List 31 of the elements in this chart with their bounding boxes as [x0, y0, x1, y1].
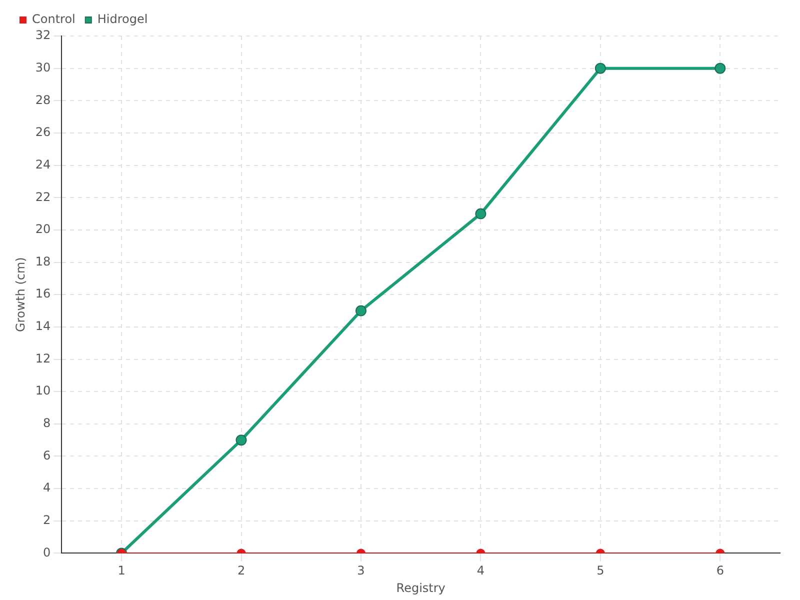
- y-tick-label: 6: [43, 448, 51, 462]
- point: [355, 305, 366, 316]
- y-tick-label: 16: [35, 286, 51, 301]
- x-tick-label: 5: [596, 564, 604, 578]
- point: [475, 208, 486, 220]
- x-tick-label: 2: [237, 564, 246, 578]
- x-tick-label: 4: [476, 564, 485, 578]
- y-tick-label: 12: [35, 351, 51, 366]
- legend-label: Hidrogel: [97, 12, 148, 26]
- y-tick-label: 10: [35, 384, 51, 398]
- y-tick-label: 32: [35, 28, 51, 42]
- y-tick-label: 14: [35, 319, 51, 334]
- y-tick-label: 26: [35, 125, 51, 140]
- legend-label: Control: [32, 12, 76, 26]
- y-tick-label: 24: [35, 157, 51, 172]
- point: [594, 62, 606, 74]
- y-tick-label: 18: [35, 254, 51, 268]
- x-tick-label: 6: [716, 564, 724, 578]
- y-tick-label: 20: [35, 222, 51, 236]
- y-tick-label: 22: [35, 190, 51, 204]
- point: [714, 62, 726, 74]
- y-tick-label: 2: [43, 513, 51, 527]
- x-tick-label: 3: [357, 564, 365, 578]
- y-tick-label: 4: [43, 480, 51, 495]
- x-axis-title: Registry: [396, 580, 446, 595]
- y-axis-title: Growth (cm): [13, 257, 28, 332]
- y-tick-label: 8: [43, 416, 51, 430]
- x-tick-label: 1: [118, 564, 126, 578]
- y-tick-label: 30: [35, 60, 51, 74]
- y-tick-label: 28: [35, 92, 51, 107]
- y-tick-label: 0: [43, 545, 51, 560]
